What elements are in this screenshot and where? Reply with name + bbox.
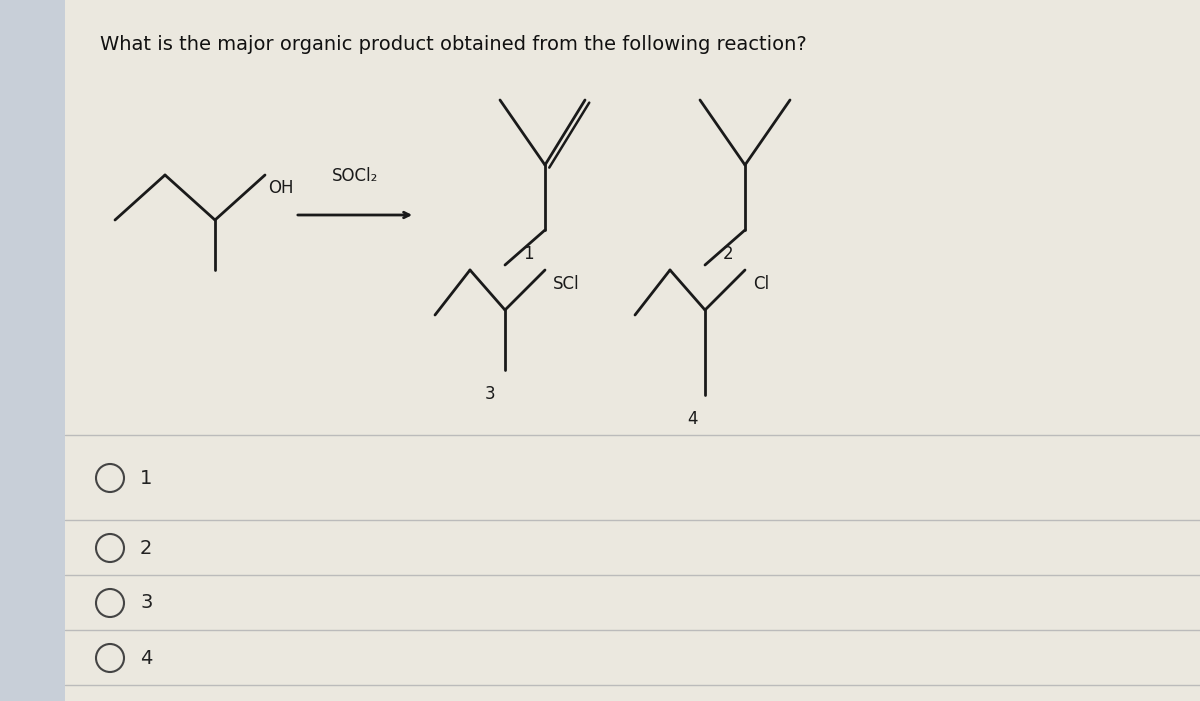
Text: SCl: SCl: [553, 275, 580, 293]
Text: 1: 1: [140, 468, 152, 487]
Text: 4: 4: [688, 410, 698, 428]
Text: 1: 1: [523, 245, 533, 263]
FancyBboxPatch shape: [65, 0, 1200, 701]
Text: 2: 2: [140, 538, 152, 557]
Text: 4: 4: [140, 648, 152, 667]
Text: SOCl₂: SOCl₂: [332, 167, 378, 185]
Text: 3: 3: [140, 594, 152, 613]
Text: What is the major organic product obtained from the following reaction?: What is the major organic product obtain…: [100, 35, 806, 54]
Text: Cl: Cl: [754, 275, 769, 293]
Text: 3: 3: [485, 385, 496, 403]
Text: 2: 2: [722, 245, 733, 263]
Text: OH: OH: [268, 179, 294, 197]
